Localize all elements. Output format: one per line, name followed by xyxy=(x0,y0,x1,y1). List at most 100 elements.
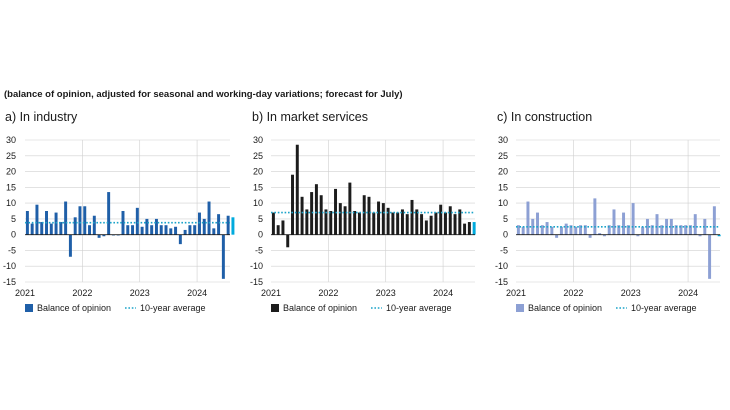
bar xyxy=(221,234,225,279)
bar xyxy=(516,225,520,235)
bar xyxy=(197,212,201,235)
bar xyxy=(159,225,163,235)
bar xyxy=(415,209,419,235)
y-tick-label: 30 xyxy=(6,135,16,145)
legend-label-balance: Balance of opinion xyxy=(528,303,602,313)
bar xyxy=(679,225,683,235)
bar xyxy=(178,234,182,245)
bar xyxy=(708,234,712,279)
bar xyxy=(49,223,53,235)
bar xyxy=(25,211,29,235)
bar xyxy=(641,226,645,235)
bar xyxy=(607,225,611,235)
y-tick-label: 5 xyxy=(503,214,508,224)
bar xyxy=(97,234,101,238)
bar xyxy=(703,218,707,235)
bar xyxy=(188,225,192,235)
bar xyxy=(439,204,443,235)
bar xyxy=(150,225,154,235)
x-tick-label: 2021 xyxy=(15,288,35,298)
bar xyxy=(429,215,433,235)
bar xyxy=(645,218,649,235)
bar xyxy=(377,201,381,235)
bar xyxy=(88,225,92,235)
chart-panel: a) In industry -15 -10 -5 0 5 10 15 20 25 30 2021 20… xyxy=(3,110,235,313)
x-tick-label: 2024 xyxy=(678,288,698,298)
bar xyxy=(305,209,309,235)
bar xyxy=(569,225,573,235)
bar xyxy=(612,209,616,235)
bar xyxy=(212,228,216,235)
bar xyxy=(396,212,400,235)
bar xyxy=(400,209,404,235)
bar xyxy=(536,212,539,235)
y-tick-label: 20 xyxy=(253,167,263,177)
bar xyxy=(540,225,544,235)
bar xyxy=(463,223,467,235)
y-tick-label: 0 xyxy=(503,230,508,240)
bar xyxy=(35,204,39,235)
y-tick-label: 20 xyxy=(498,167,508,177)
x-tick-label: 2022 xyxy=(72,288,92,298)
bar xyxy=(131,225,135,235)
bar xyxy=(424,220,428,235)
bar xyxy=(521,226,525,235)
bar xyxy=(410,199,414,235)
bar xyxy=(276,225,280,235)
bar xyxy=(669,218,673,235)
bar xyxy=(650,225,654,235)
bar xyxy=(688,225,692,235)
chart-subtitle: (balance of opinion, adjusted for season… xyxy=(4,89,403,100)
bar xyxy=(712,206,716,235)
y-tick-label: -15 xyxy=(250,277,263,287)
bar xyxy=(338,203,342,235)
y-tick-label: 15 xyxy=(6,182,16,192)
bar xyxy=(583,225,587,235)
panel-title: c) In construction xyxy=(497,110,592,124)
bar xyxy=(226,215,230,235)
bar xyxy=(154,218,158,235)
bar xyxy=(73,217,77,235)
bar xyxy=(145,218,149,235)
bar xyxy=(555,234,559,238)
bar xyxy=(420,214,424,235)
bar xyxy=(319,195,323,235)
bar xyxy=(564,223,568,235)
bar xyxy=(574,226,578,235)
bar xyxy=(655,214,659,235)
bar xyxy=(353,211,357,235)
x-tick-label: 2022 xyxy=(563,288,583,298)
bar xyxy=(116,234,120,236)
x-tick-label: 2024 xyxy=(433,288,453,298)
bar xyxy=(111,234,115,236)
x-tick-label: 2024 xyxy=(187,288,207,298)
x-tick-label: 2021 xyxy=(506,288,526,298)
y-tick-label: 20 xyxy=(6,167,16,177)
bar xyxy=(314,184,318,235)
bar xyxy=(121,211,125,235)
y-tick-label: 25 xyxy=(498,151,508,161)
bar xyxy=(674,225,678,235)
bar xyxy=(598,233,602,235)
legend-label-balance: Balance of opinion xyxy=(283,303,357,313)
bar-forecast xyxy=(472,222,476,235)
y-tick-label: -5 xyxy=(8,245,16,255)
bar xyxy=(588,234,592,238)
y-tick-label: -10 xyxy=(3,261,16,271)
bar xyxy=(324,209,328,235)
bar xyxy=(545,222,549,235)
bar xyxy=(550,226,554,235)
bar xyxy=(357,212,361,235)
bar xyxy=(202,218,206,235)
panel-title: b) In market services xyxy=(252,110,368,124)
bar xyxy=(92,215,96,235)
legend-label-balance: Balance of opinion xyxy=(37,303,111,313)
bar xyxy=(64,201,68,235)
bar xyxy=(391,212,395,235)
bar xyxy=(602,234,606,237)
y-tick-label: 15 xyxy=(498,182,508,192)
bar xyxy=(372,212,376,235)
y-tick-label: 15 xyxy=(253,182,263,192)
bar xyxy=(193,225,197,235)
